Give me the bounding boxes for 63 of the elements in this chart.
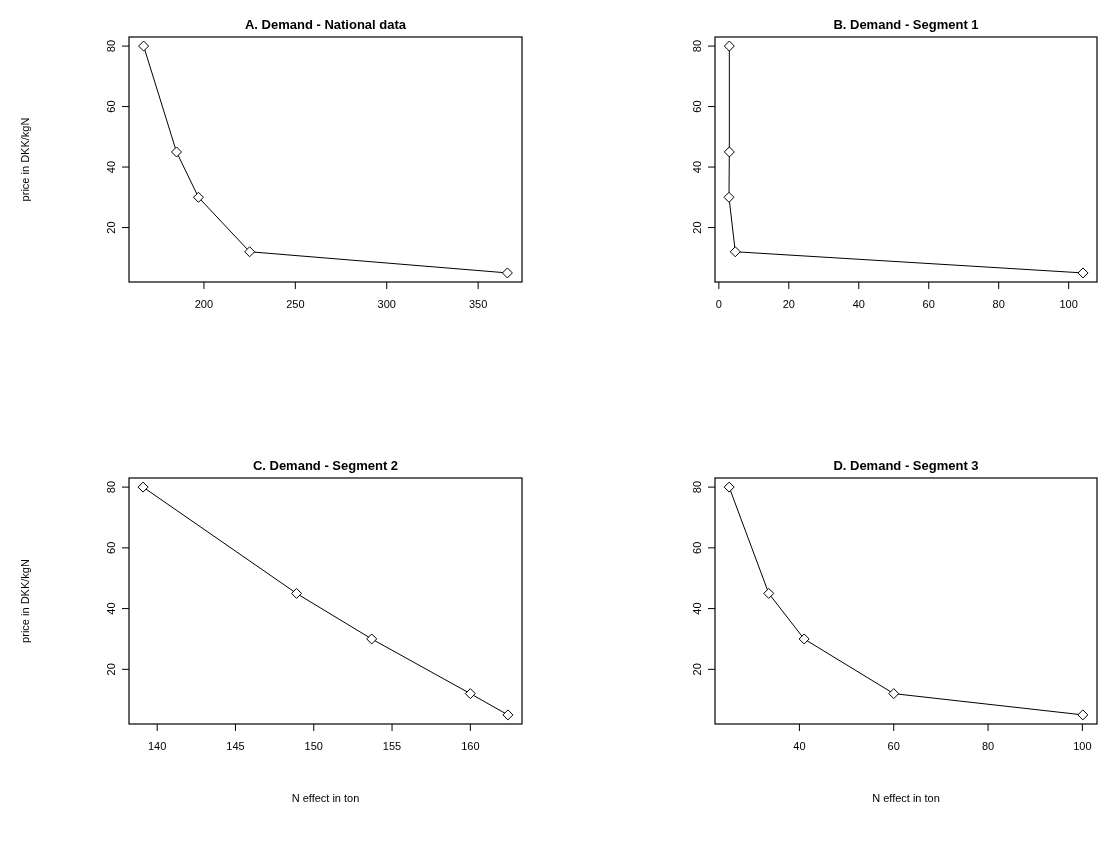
chart-title: D. Demand - Segment 3 <box>833 458 979 473</box>
y-tick-label: 40 <box>105 160 117 174</box>
x-tick-label: 60 <box>887 740 900 752</box>
point <box>464 688 476 700</box>
point <box>888 688 900 700</box>
point <box>729 246 741 258</box>
point <box>137 481 149 493</box>
y-tick-label: 40 <box>105 602 117 615</box>
x-tick-label: 100 <box>1059 298 1078 310</box>
y-tick-label: 80 <box>105 39 117 53</box>
x-axis-title: N effect in ton <box>291 792 360 804</box>
point <box>798 633 810 645</box>
y-tick-label: 20 <box>691 663 703 676</box>
point <box>723 481 735 493</box>
x-tick-label: 0 <box>715 298 722 310</box>
point <box>171 146 183 158</box>
x-tick-label: 20 <box>782 298 795 310</box>
x-tick-label: 250 <box>286 298 305 310</box>
point <box>291 587 303 599</box>
y-tick-label: 80 <box>691 480 703 494</box>
x-tick-label: 150 <box>304 740 323 752</box>
x-tick-label: 350 <box>468 298 488 310</box>
y-axis-title: price in DKK/kgN <box>19 117 31 202</box>
y-tick-label: 20 <box>105 221 117 234</box>
point <box>366 633 378 645</box>
point <box>723 40 735 52</box>
point <box>1077 267 1089 279</box>
point <box>1077 709 1089 721</box>
y-tick-label: 60 <box>105 541 117 554</box>
y-tick-label: 60 <box>691 100 703 113</box>
chart-title: B. Demand - Segment 1 <box>833 17 979 32</box>
point <box>501 267 513 279</box>
chart-title: C. Demand - Segment 2 <box>252 458 399 473</box>
point <box>723 191 735 203</box>
x-tick-label: 80 <box>981 740 995 752</box>
x-tick-label: 155 <box>382 740 402 752</box>
point <box>763 587 775 599</box>
x-axis-title: N effect in ton <box>872 792 940 804</box>
y-tick-label: 80 <box>105 480 117 494</box>
point <box>244 246 256 258</box>
x-tick-label: 300 <box>377 298 396 310</box>
point <box>192 191 204 203</box>
point <box>723 146 735 158</box>
y-tick-label: 20 <box>105 663 117 676</box>
y-tick-label: 60 <box>691 541 703 554</box>
x-tick-label: 200 <box>194 298 214 310</box>
y-axis-title: price in DKK/kgN <box>19 559 31 643</box>
y-tick-label: 80 <box>691 39 703 53</box>
y-tick-label: 40 <box>691 160 703 174</box>
x-tick-label: 145 <box>226 740 245 752</box>
x-tick-label: 140 <box>148 740 167 752</box>
y-tick-label: 60 <box>105 100 117 113</box>
x-tick-label: 80 <box>992 298 1005 310</box>
point <box>502 709 514 721</box>
chart-title: A. Demand - National data <box>244 17 407 32</box>
y-tick-label: 40 <box>691 602 703 615</box>
y-tick-label: 20 <box>691 221 703 234</box>
x-tick-label: 100 <box>1073 740 1092 752</box>
x-tick-label: 40 <box>852 298 865 310</box>
x-tick-label: 60 <box>922 298 935 310</box>
x-tick-label: 40 <box>793 740 806 752</box>
x-tick-label: 160 <box>461 740 480 752</box>
point <box>138 40 150 52</box>
